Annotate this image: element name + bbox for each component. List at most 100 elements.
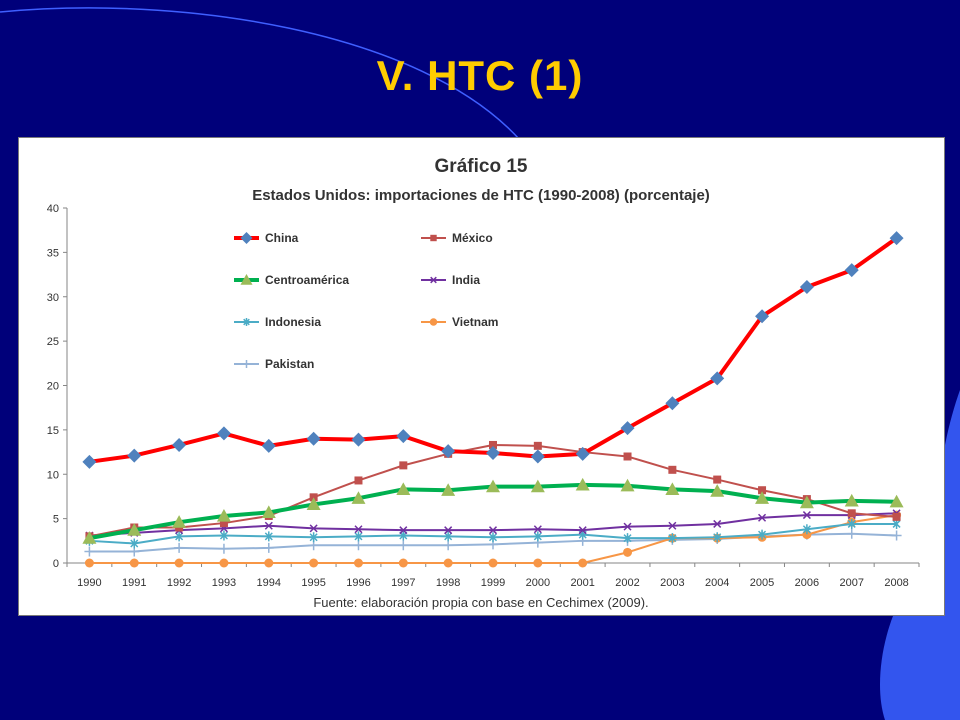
legend-label: India	[452, 273, 480, 287]
circle-marker	[533, 558, 543, 568]
triangle-marker	[351, 491, 366, 504]
star-marker	[219, 530, 228, 541]
y-tick-label: 15	[47, 425, 59, 437]
y-tick-label: 0	[53, 558, 59, 570]
diamond-marker	[530, 449, 545, 464]
decor-arc-line	[0, 7, 521, 141]
series-line	[89, 236, 898, 464]
square-marker	[430, 234, 437, 242]
star-marker	[444, 531, 453, 542]
series-centroamerica	[82, 477, 904, 544]
diamond-marker	[710, 371, 725, 386]
legend-label: Pakistan	[265, 357, 314, 371]
y-tick-label: 35	[47, 247, 59, 259]
x-tick-label: 2003	[660, 577, 684, 589]
legend-label: México	[452, 231, 493, 245]
slide-title: V. HTC (1)	[376, 52, 584, 99]
series-vietnam	[84, 510, 902, 568]
chart-title: Gráfico 15	[435, 156, 528, 177]
y-tick-label: 30	[47, 292, 59, 304]
star-marker	[847, 518, 856, 529]
star-marker	[175, 531, 184, 542]
legend-label: Vietnam	[452, 315, 498, 329]
triangle-marker	[240, 274, 253, 285]
legend-item: Centroamérica	[234, 273, 349, 287]
circle-marker	[219, 558, 229, 568]
square-marker	[489, 440, 497, 449]
diamond-marker	[127, 448, 142, 463]
y-tick-label: 5	[53, 514, 59, 526]
circle-marker	[309, 558, 319, 568]
circle-marker	[353, 558, 363, 568]
circle-marker	[129, 558, 139, 568]
x-marker	[444, 526, 453, 535]
chart-panel: Gráfico 15 Estados Unidos: importaciones…	[18, 137, 945, 616]
star-marker	[243, 318, 250, 326]
plus-marker	[846, 528, 857, 539]
square-marker	[668, 465, 677, 474]
triangle-marker	[844, 493, 859, 507]
circle-marker	[623, 547, 633, 557]
triangle-marker	[216, 508, 231, 522]
star-marker	[354, 531, 363, 542]
legend-label: Indonesia	[265, 315, 321, 329]
square-marker	[399, 461, 408, 470]
plus-marker	[398, 540, 409, 551]
x-tick-label: 2002	[615, 577, 639, 589]
square-marker	[892, 512, 901, 521]
triangle-marker	[620, 478, 635, 492]
diamond-marker	[351, 432, 366, 447]
diamond-marker	[261, 438, 276, 453]
diamond-marker	[755, 309, 770, 324]
star-marker	[802, 524, 811, 535]
plus-marker	[242, 360, 251, 368]
x-tick-label: 1999	[481, 577, 505, 589]
diamond-marker	[620, 421, 635, 436]
star-marker	[130, 538, 139, 549]
triangle-marker	[530, 479, 545, 493]
square-marker	[219, 519, 228, 528]
circle-marker	[398, 558, 408, 568]
x-marker	[430, 276, 437, 284]
series-indonesia	[85, 518, 901, 549]
y-tick-label: 20	[47, 381, 59, 393]
square-marker	[309, 493, 318, 502]
x-tick-label: 1994	[257, 577, 281, 589]
series-india	[85, 509, 901, 540]
circle-marker	[429, 318, 438, 326]
x-tick-label: 2007	[839, 577, 863, 589]
legend-item: Vietnam	[421, 315, 498, 329]
plus-marker	[353, 540, 364, 551]
diamond-marker	[441, 444, 456, 459]
square-marker	[758, 486, 767, 495]
circle-marker	[174, 558, 184, 568]
x-tick-label: 2004	[705, 577, 729, 589]
x-tick-label: 1990	[77, 577, 101, 589]
triangle-marker	[172, 515, 187, 528]
square-marker	[713, 475, 722, 484]
y-tick-label: 10	[47, 469, 59, 481]
plus-marker	[218, 543, 229, 554]
x-marker	[488, 526, 498, 535]
y-tick-label: 25	[47, 336, 59, 348]
triangle-marker	[710, 484, 725, 497]
triangle-marker	[82, 531, 97, 544]
star-marker	[309, 532, 318, 543]
circle-marker	[488, 558, 498, 568]
x-tick-label: 1993	[212, 577, 236, 589]
x-tick-label: 2001	[570, 577, 594, 589]
legend-label: China	[265, 231, 299, 245]
series-china	[82, 231, 904, 469]
x-marker	[802, 511, 811, 520]
triangle-marker	[441, 483, 456, 496]
diamond-marker	[799, 279, 814, 294]
star-marker	[713, 532, 722, 543]
chart-legend: China México Centroamérica India Indonesia Vi…	[234, 231, 498, 371]
x-marker	[578, 526, 587, 535]
square-marker	[354, 476, 363, 485]
x-marker	[668, 521, 677, 530]
circle-marker	[443, 558, 453, 568]
x-tick-label: 2008	[884, 577, 908, 589]
legend-item: México	[421, 231, 493, 245]
y-tick-label: 40	[47, 203, 59, 215]
